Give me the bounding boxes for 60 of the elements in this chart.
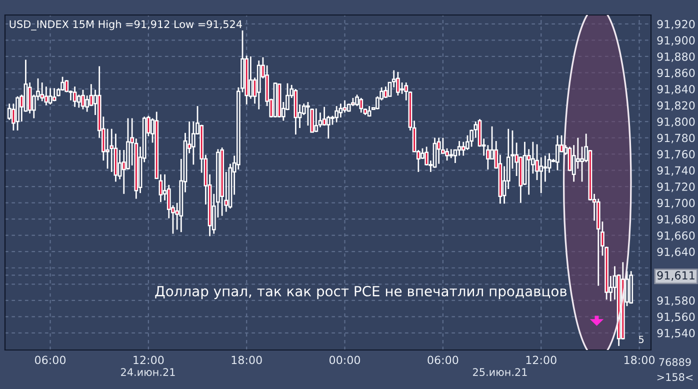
- candlestick: [48, 87, 52, 106]
- text: 76889: [659, 358, 691, 366]
- candlestick: [72, 86, 77, 108]
- candlestick: [457, 140, 462, 156]
- text: 24.июн.21: [121, 368, 175, 376]
- y-tick-label: 91,780: [657, 134, 695, 144]
- y-tick-label: 91,920: [657, 20, 695, 30]
- x-tick-label: 06:00: [34, 356, 66, 364]
- candlestick: [543, 154, 548, 182]
- y-tick-label: 91,720: [657, 182, 695, 192]
- annotation: 5: [638, 336, 644, 344]
- candlestick: [44, 86, 48, 106]
- chart-title: USD_INDEX 15M High =91,912 Low =91,524: [10, 20, 242, 30]
- x-tick-label: 18:00: [232, 356, 262, 364]
- y-tick-label: 91,740: [657, 166, 695, 176]
- candlestick: [52, 87, 56, 102]
- candlestick: [445, 148, 449, 162]
- text: 25.июн.21: [473, 368, 527, 376]
- y-tick-label: 91,660: [657, 231, 695, 241]
- y-tick-label: 91,820: [657, 101, 695, 111]
- y-tick-label: 91,640: [657, 248, 695, 258]
- candlestick: [16, 96, 20, 132]
- candlestick: [40, 82, 44, 102]
- y-tick-label: 91,611: [657, 271, 694, 281]
- candlestick: [314, 108, 318, 133]
- y-tick-label: 91,800: [657, 117, 695, 128]
- candlestick: [106, 128, 110, 170]
- candlestick: [556, 134, 560, 171]
- y-tick-label: 91,760: [657, 150, 695, 160]
- y-tick-label: 91,900: [657, 36, 695, 46]
- text: >158<: [657, 373, 693, 382]
- y-tick-label: 91,580: [657, 296, 695, 306]
- x-tick-label: 18:00: [624, 356, 655, 364]
- y-tick-label: 91,680: [657, 215, 695, 225]
- y-tick-label: 91,840: [657, 84, 695, 95]
- candlestick: [359, 97, 364, 114]
- x-tick-label: 12:00: [134, 356, 164, 364]
- candlestick: [396, 71, 400, 96]
- x-tick-label: 12:00: [526, 356, 556, 364]
- candlestick: [322, 106, 326, 126]
- candlestick: [318, 112, 322, 128]
- annotation: Доллар упал, так как рост PCE не впечатлил продавцов: [155, 286, 567, 300]
- candlestick: [191, 120, 196, 166]
- candlestick: [539, 156, 544, 194]
- y-tick-label: 91,560: [657, 312, 695, 322]
- candlestick: [338, 102, 343, 118]
- candlestick: [384, 86, 388, 99]
- candlestick: [436, 137, 441, 164]
- x-tick-label: 00:00: [329, 356, 360, 364]
- candlestick: [28, 82, 32, 114]
- candlestick: [400, 82, 404, 95]
- x-tick-label: 06:00: [428, 356, 458, 364]
- y-tick-label: 91,700: [657, 198, 695, 208]
- candlestick: [334, 105, 339, 124]
- candlestick: [342, 100, 347, 114]
- candlestick: [81, 89, 85, 110]
- candlestick: [432, 137, 437, 169]
- y-tick-label: 91,540: [657, 328, 695, 338]
- y-tick-label: 91,860: [657, 68, 695, 78]
- y-tick-label: 91,880: [657, 52, 695, 62]
